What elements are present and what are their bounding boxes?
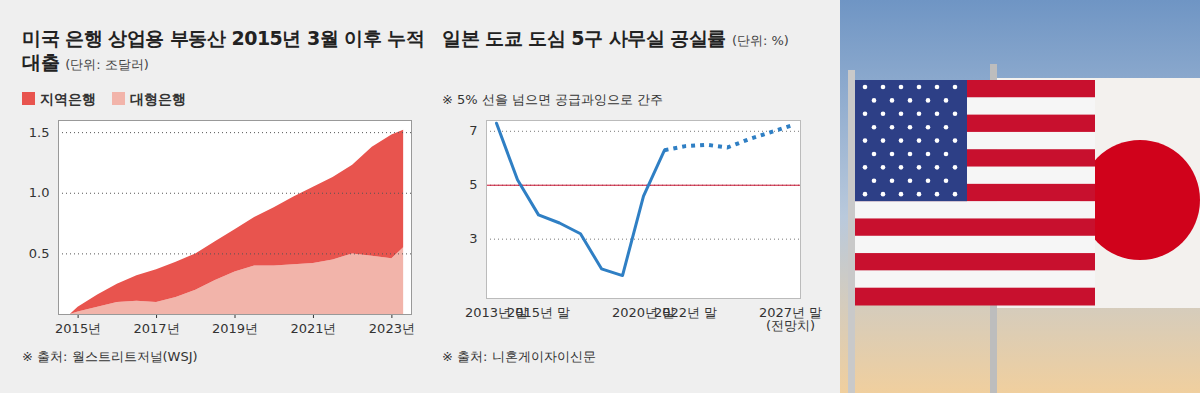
svg-text:1.0: 1.0 [29,185,50,200]
svg-text:2015년: 2015년 [55,321,101,336]
svg-text:3: 3 [469,231,477,246]
html-text:지역은행: 지역은행 [40,91,96,107]
html-text:일본 도쿄 도심 5구 사무실 공실률(단위: %): 일본 도쿄 도심 5구 사무실 공실률(단위: %) [442,27,789,49]
svg-text:2027년 말(전망치): 2027년 말(전망치) [759,305,822,333]
svg-text:1.5: 1.5 [29,125,50,140]
svg-text:2022년 말: 2022년 말 [654,305,717,320]
svg-text:7: 7 [469,123,477,138]
html-text:※ 출처: 니혼게이자이신문: ※ 출처: 니혼게이자이신문 [442,349,596,364]
svg-text:2017년: 2017년 [134,321,180,336]
svg-text:2021년: 2021년 [290,321,336,336]
html-text:미국 은행 상업용 부동산 2015년 3월 이후 누적 대: 미국 은행 상업용 부동산 2015년 3월 이후 누적 대출(단위: 조달러) [22,27,425,74]
svg-text:2015년 말: 2015년 말 [507,305,570,320]
html-text:대형은행: 대형은행 [130,91,186,107]
svg-text:5: 5 [469,177,477,192]
html-text:※ 출처: 월스트리트저널(WSJ): ※ 출처: 월스트리트저널(WSJ) [22,349,198,364]
svg-text:2013년 말: 2013년 말 [464,304,529,320]
svg-text:2019년: 2019년 [212,321,258,336]
html-text:※ 5% 선을 넘으면 공급과잉으로 간주: ※ 5% 선을 넘으면 공급과잉으로 간주 [442,92,664,107]
svg-text:2020년 말: 2020년 말 [611,304,676,320]
svg-text:0.5: 0.5 [29,246,50,261]
svg-text:2023년: 2023년 [369,321,415,336]
